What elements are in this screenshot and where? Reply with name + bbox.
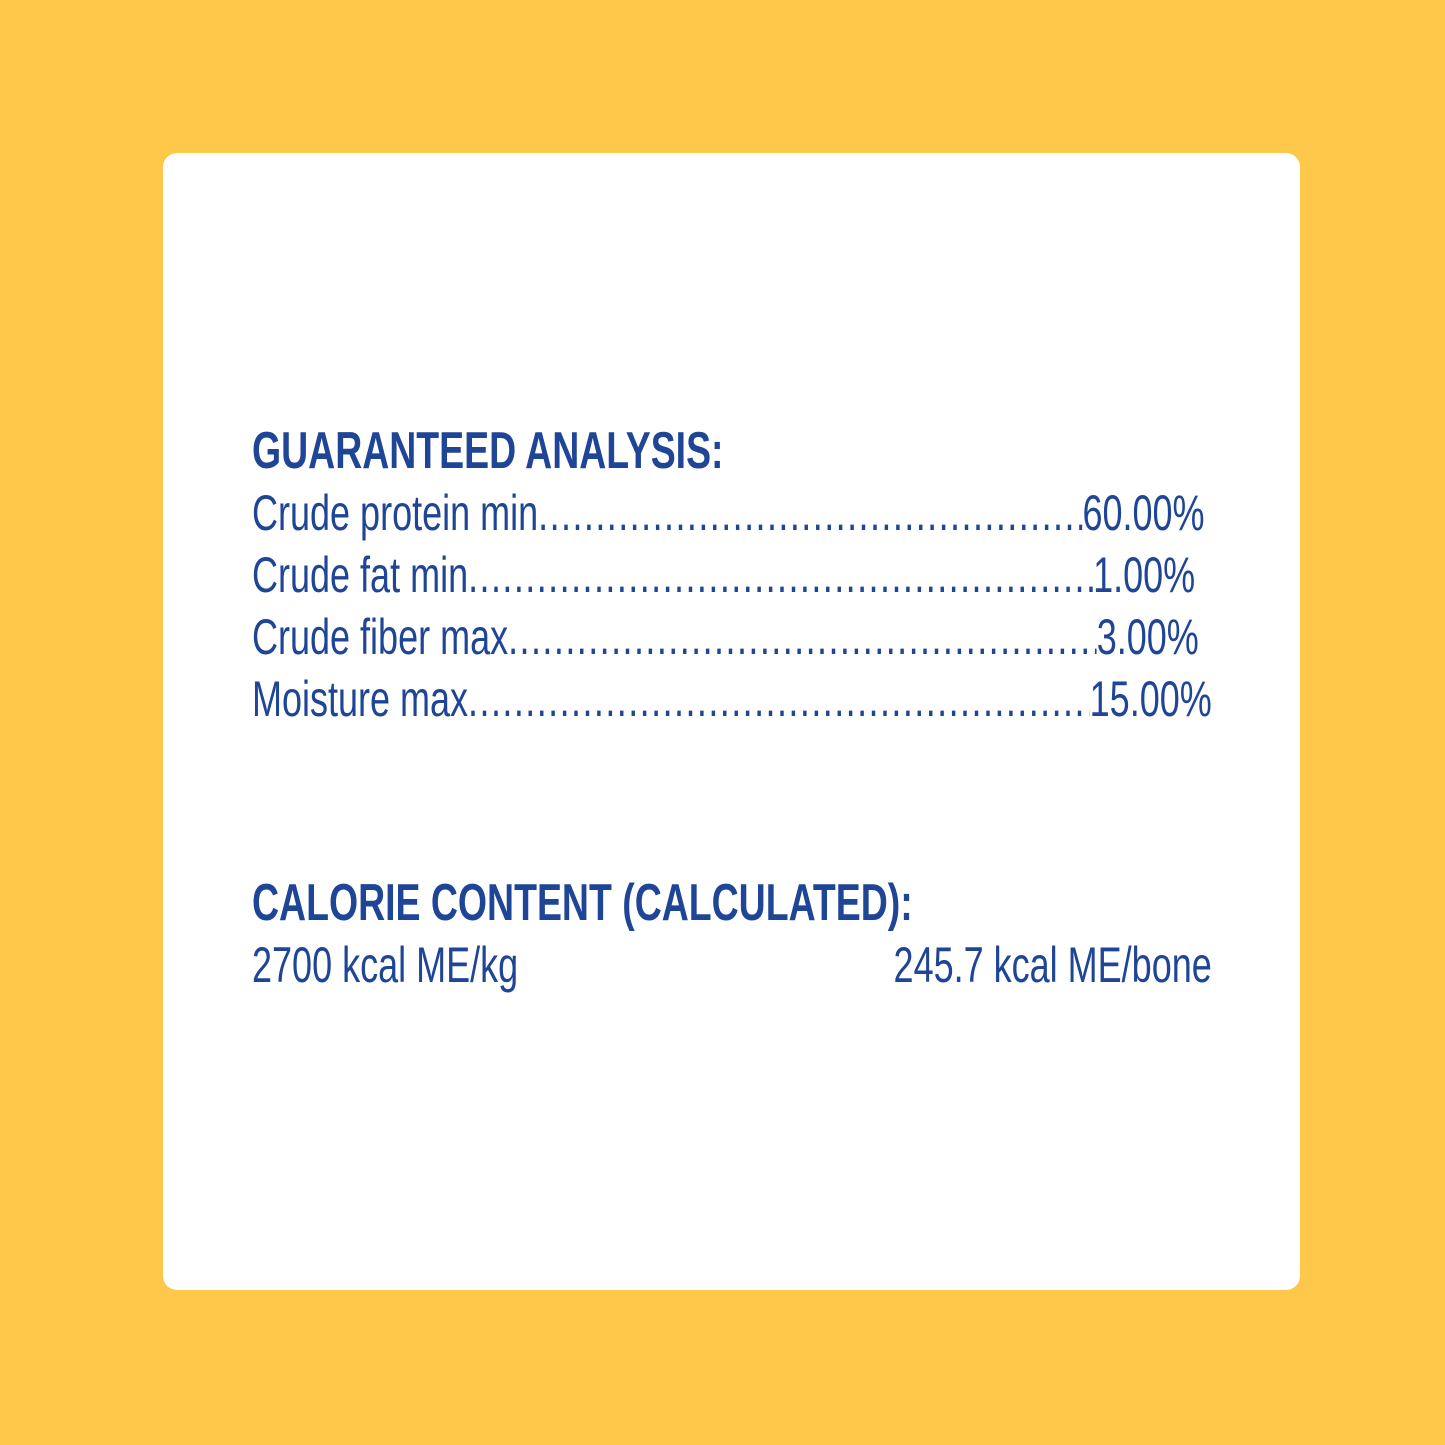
row-value: 15.00% [1089,671,1212,727]
dot-leader [538,482,1082,544]
guaranteed-analysis-section: GUARANTEED ANALYSIS: Crude protein min 60… [252,420,1212,730]
calories-per-bone: 245.7 kcal ME/bone [893,937,1212,993]
dot-leader [508,606,1097,668]
calories-per-kg: 2700 kcal ME/kg [252,937,519,993]
dot-leader [468,668,1090,730]
calorie-content-heading: CALORIE CONTENT (CALCULATED): [252,874,913,932]
dot-leader [468,544,1093,606]
row-label: Moisture max [252,671,469,727]
analysis-row: Crude fiber max 3.00% [252,606,1199,668]
row-label: Crude fat min [252,547,469,603]
row-label: Crude protein min [252,485,539,541]
row-value: 60.00% [1082,485,1205,541]
calorie-content-section: CALORIE CONTENT (CALCULATED): 2700 kcal … [252,872,1212,996]
calorie-values: 2700 kcal ME/kg 245.7 kcal ME/bone [252,934,1212,996]
analysis-row: Crude fat min 1.00% [252,544,1195,606]
guaranteed-analysis-heading: GUARANTEED ANALYSIS: [252,422,724,480]
row-label: Crude fiber max [252,609,509,665]
row-value: 3.00% [1096,609,1199,665]
analysis-row: Crude protein min 60.00% [252,482,1205,544]
row-value: 1.00% [1093,547,1196,603]
analysis-row: Moisture max 15.00% [252,668,1212,730]
